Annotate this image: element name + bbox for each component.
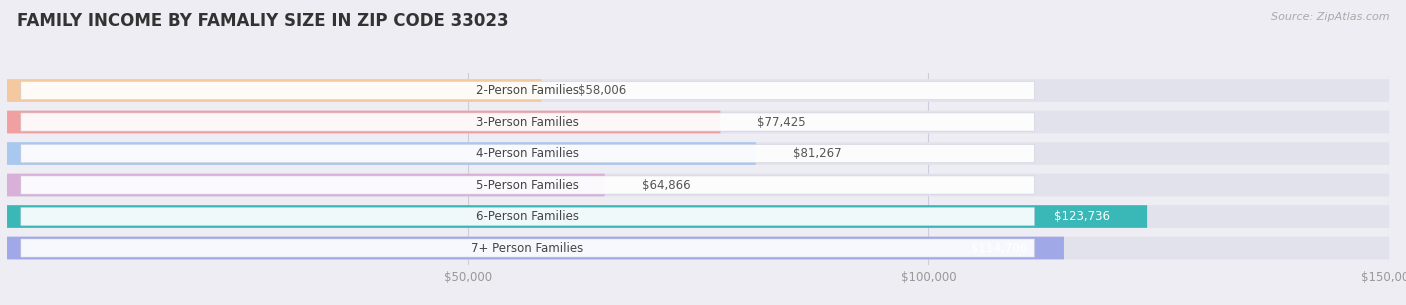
Text: $64,866: $64,866: [641, 178, 690, 192]
Text: $58,006: $58,006: [578, 84, 627, 97]
Text: 5-Person Families: 5-Person Families: [477, 178, 579, 192]
Text: $77,425: $77,425: [758, 116, 806, 128]
Text: 3-Person Families: 3-Person Families: [477, 116, 579, 128]
FancyBboxPatch shape: [21, 176, 1035, 194]
FancyBboxPatch shape: [7, 79, 541, 102]
Text: FAMILY INCOME BY FAMALIY SIZE IN ZIP CODE 33023: FAMILY INCOME BY FAMALIY SIZE IN ZIP COD…: [17, 12, 509, 30]
FancyBboxPatch shape: [7, 237, 1064, 259]
Text: $123,736: $123,736: [1054, 210, 1111, 223]
FancyBboxPatch shape: [7, 111, 1389, 133]
FancyBboxPatch shape: [7, 205, 1147, 228]
Text: 2-Person Families: 2-Person Families: [477, 84, 579, 97]
FancyBboxPatch shape: [21, 81, 1035, 100]
Text: 6-Person Families: 6-Person Families: [477, 210, 579, 223]
FancyBboxPatch shape: [7, 174, 1389, 196]
FancyBboxPatch shape: [21, 239, 1035, 257]
FancyBboxPatch shape: [21, 207, 1035, 226]
Text: Source: ZipAtlas.com: Source: ZipAtlas.com: [1271, 12, 1389, 22]
FancyBboxPatch shape: [7, 174, 605, 196]
FancyBboxPatch shape: [7, 79, 1389, 102]
Text: $114,706: $114,706: [972, 242, 1026, 255]
FancyBboxPatch shape: [7, 237, 1389, 259]
Text: 7+ Person Families: 7+ Person Families: [471, 242, 583, 255]
Text: $81,267: $81,267: [793, 147, 841, 160]
Text: 4-Person Families: 4-Person Families: [477, 147, 579, 160]
FancyBboxPatch shape: [7, 205, 1389, 228]
FancyBboxPatch shape: [7, 111, 720, 133]
FancyBboxPatch shape: [7, 142, 1389, 165]
FancyBboxPatch shape: [21, 113, 1035, 131]
FancyBboxPatch shape: [7, 142, 756, 165]
FancyBboxPatch shape: [21, 145, 1035, 163]
